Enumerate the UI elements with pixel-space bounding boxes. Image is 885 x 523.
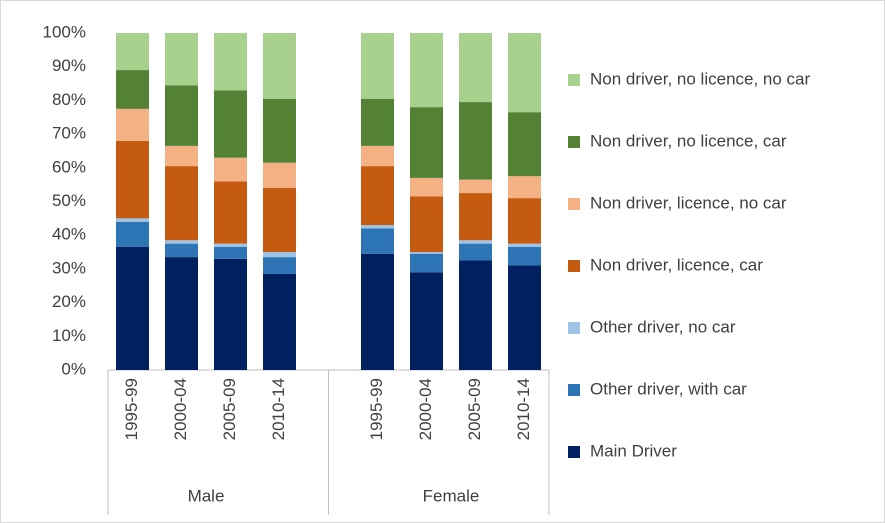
bar-segment [361,253,394,370]
bar-segment [116,140,149,219]
legend-swatch [568,136,580,148]
bar-segment [116,221,149,247]
y-tick-label: 70% [52,124,86,143]
bar-segment [508,198,541,244]
y-tick-label: 60% [52,157,86,176]
legend-swatch [568,384,580,396]
bar-segment [263,98,296,163]
legend-label: Other driver, with car [590,379,747,398]
bar-segment [116,218,149,222]
legend-label: Main Driver [590,441,677,460]
x-tick-label: 1995-99 [367,378,386,440]
bar-segment [116,246,149,370]
y-tick-label: 50% [52,191,86,210]
bar-segment [165,145,198,167]
bar-segment [263,188,296,253]
group-label: Male [188,486,225,505]
bar-segment [361,225,394,229]
legend-swatch [568,198,580,210]
bar-segment [165,243,198,258]
legend-label: Other driver, no car [590,317,736,336]
x-tick-label: 2005-09 [465,378,484,440]
bar-segment [508,265,541,370]
x-tick-label: 1995-99 [122,378,141,440]
group-label: Female [423,486,480,505]
bar-segment [459,260,492,370]
bar-segment [165,240,198,244]
legend-label: Non driver, licence, no car [590,193,787,212]
bar-segment [508,112,541,177]
x-tick-label: 2010-14 [269,378,288,440]
legend-swatch [568,322,580,334]
bar-segment [165,166,198,241]
legend-label: Non driver, licence, car [590,255,763,274]
bar-segment [263,33,296,99]
bar-segment [508,33,541,113]
bar-segment [361,166,394,226]
bar-segment [459,243,492,261]
bar-segment [214,33,247,91]
bar-segment [214,157,247,182]
legend-swatch [568,260,580,272]
bar-segment [116,33,149,71]
x-tick-label: 2000-04 [416,378,435,440]
bar-segment [361,33,394,99]
x-tick-label: 2010-14 [514,378,533,440]
bar-segment [263,257,296,274]
bar-segment [214,258,247,370]
legend-swatch [568,446,580,458]
bar-segment [116,108,149,141]
bar-segment [410,253,443,273]
bar-segment [410,107,443,178]
legend-swatch [568,74,580,86]
bar-segment [361,228,394,254]
y-tick-label: 90% [52,56,86,75]
bar-segment [214,181,247,244]
bar-segment [410,196,443,253]
bar-segment [410,252,443,254]
y-tick-label: 40% [52,225,86,244]
bar-segment [459,193,492,241]
bar-segment [459,33,492,103]
bar-segment [508,246,541,266]
bar-segment [459,240,492,244]
bar-segment [508,176,541,199]
bar-segment [165,85,198,146]
legend-label: Non driver, no licence, no car [590,69,811,88]
y-tick-label: 10% [52,326,86,345]
bar-segment [116,70,149,109]
bar-segment [410,33,443,108]
bar-segment [214,90,247,158]
bar-segment [263,273,296,370]
bar-segment [410,177,443,197]
bar-segment [459,102,492,180]
x-tick-label: 2005-09 [220,378,239,440]
y-tick-label: 0% [61,359,86,378]
y-tick-label: 20% [52,292,86,311]
bar-segment [410,272,443,370]
bar-segment [165,257,198,370]
bar-segment [214,243,247,247]
bar-segment [508,243,541,247]
y-tick-label: 30% [52,258,86,277]
y-tick-label: 80% [52,90,86,109]
bar-segment [263,252,296,258]
bar-segment [361,145,394,167]
bar-segment [361,98,394,146]
bar-segment [165,33,198,86]
y-tick-label: 100% [43,22,86,41]
bar-segment [459,179,492,194]
legend-label: Non driver, no licence, car [590,131,787,150]
bar-segment [263,162,296,189]
bar-segment [214,246,247,259]
x-tick-label: 2000-04 [171,378,190,440]
